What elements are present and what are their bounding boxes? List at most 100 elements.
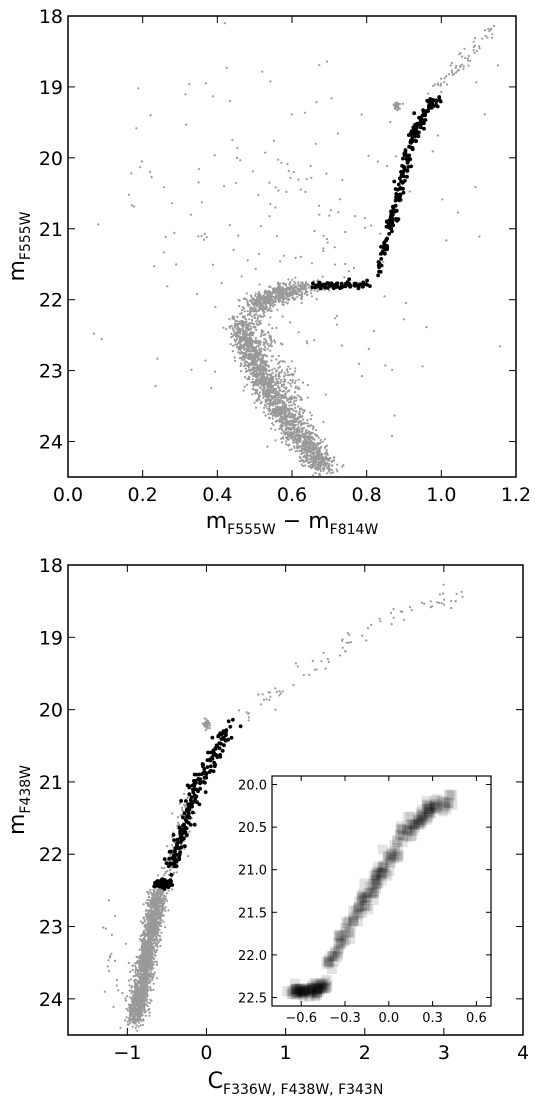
star-point xyxy=(238,305,241,308)
star-point xyxy=(258,351,261,355)
star-point xyxy=(307,430,310,433)
star-point xyxy=(234,181,237,184)
star-point xyxy=(270,411,273,414)
star-point xyxy=(290,113,293,116)
star-point xyxy=(196,293,199,296)
star-point xyxy=(306,419,309,422)
star-point xyxy=(146,973,149,976)
star-point xyxy=(250,296,253,299)
star-point xyxy=(437,95,442,99)
star-point xyxy=(92,332,95,335)
star-point xyxy=(322,247,325,250)
star-point xyxy=(131,964,134,967)
star-point xyxy=(268,285,271,288)
star-point xyxy=(278,365,282,368)
star-point xyxy=(269,301,272,304)
star-point xyxy=(263,314,266,317)
star-point xyxy=(390,216,394,221)
star-point xyxy=(265,389,268,392)
star-point xyxy=(251,170,254,173)
star-point xyxy=(289,432,292,435)
star-point xyxy=(242,323,245,326)
star-point xyxy=(253,355,256,358)
star-point xyxy=(258,343,261,346)
star-point xyxy=(269,307,272,310)
star-point xyxy=(254,267,257,270)
star-point xyxy=(289,379,292,382)
star-point xyxy=(251,334,254,337)
star-point xyxy=(147,925,151,928)
star-point xyxy=(249,312,252,315)
star-point xyxy=(205,236,208,239)
star-point xyxy=(368,284,372,288)
star-point xyxy=(140,160,143,163)
star-point xyxy=(162,894,165,897)
star-point xyxy=(339,281,344,286)
star-point xyxy=(153,971,156,974)
star-point xyxy=(300,298,303,301)
star-point xyxy=(128,1016,131,1019)
star-point xyxy=(292,423,295,426)
star-point xyxy=(236,320,239,323)
star-point xyxy=(280,378,283,381)
star-point xyxy=(399,170,403,174)
star-point xyxy=(150,979,153,982)
star-point xyxy=(160,931,163,934)
star-point xyxy=(257,252,261,256)
star-point xyxy=(235,156,238,159)
star-point xyxy=(148,923,152,926)
star-point xyxy=(455,71,458,74)
star-point xyxy=(268,417,271,420)
star-point xyxy=(243,342,247,345)
star-point xyxy=(301,295,304,298)
star-point xyxy=(274,400,277,403)
star-point xyxy=(152,893,155,896)
star-point xyxy=(460,55,464,58)
star-point xyxy=(330,97,333,100)
star-point xyxy=(249,314,252,317)
star-point xyxy=(309,424,313,427)
star-point xyxy=(254,367,257,370)
0-x-tick-label: 0.2 xyxy=(128,484,158,506)
star-point xyxy=(326,241,329,244)
star-point xyxy=(394,217,398,221)
star-point xyxy=(315,101,318,104)
0-y-tick-label: 20 xyxy=(39,148,63,170)
star-point xyxy=(234,359,237,362)
star-point xyxy=(289,176,292,179)
star-point xyxy=(440,90,443,94)
star-point xyxy=(162,900,165,903)
star-point xyxy=(246,302,249,305)
star-point xyxy=(251,319,254,322)
star-point xyxy=(318,463,321,466)
star-point xyxy=(249,294,253,297)
star-point xyxy=(126,995,129,998)
star-point xyxy=(283,386,286,389)
star-point xyxy=(299,445,302,448)
star-point xyxy=(258,291,261,294)
star-point xyxy=(491,33,494,36)
star-point xyxy=(271,389,274,392)
star-point xyxy=(329,209,332,212)
star-point xyxy=(326,60,329,63)
star-point xyxy=(203,232,206,236)
star-point xyxy=(376,160,379,163)
star-point xyxy=(254,309,257,312)
star-point xyxy=(269,349,272,352)
star-point xyxy=(412,130,417,135)
star-point xyxy=(132,1006,135,1010)
star-point xyxy=(234,323,237,326)
star-point xyxy=(404,157,409,161)
star-point xyxy=(247,357,250,360)
star-point xyxy=(301,288,304,291)
star-point xyxy=(260,349,263,353)
star-point xyxy=(239,370,243,373)
star-point xyxy=(144,1010,147,1013)
star-point xyxy=(232,328,235,331)
star-point xyxy=(294,282,297,285)
star-point xyxy=(266,295,269,298)
star-point xyxy=(140,920,143,923)
star-point xyxy=(315,434,318,437)
star-point xyxy=(322,467,325,470)
star-point xyxy=(456,211,460,214)
